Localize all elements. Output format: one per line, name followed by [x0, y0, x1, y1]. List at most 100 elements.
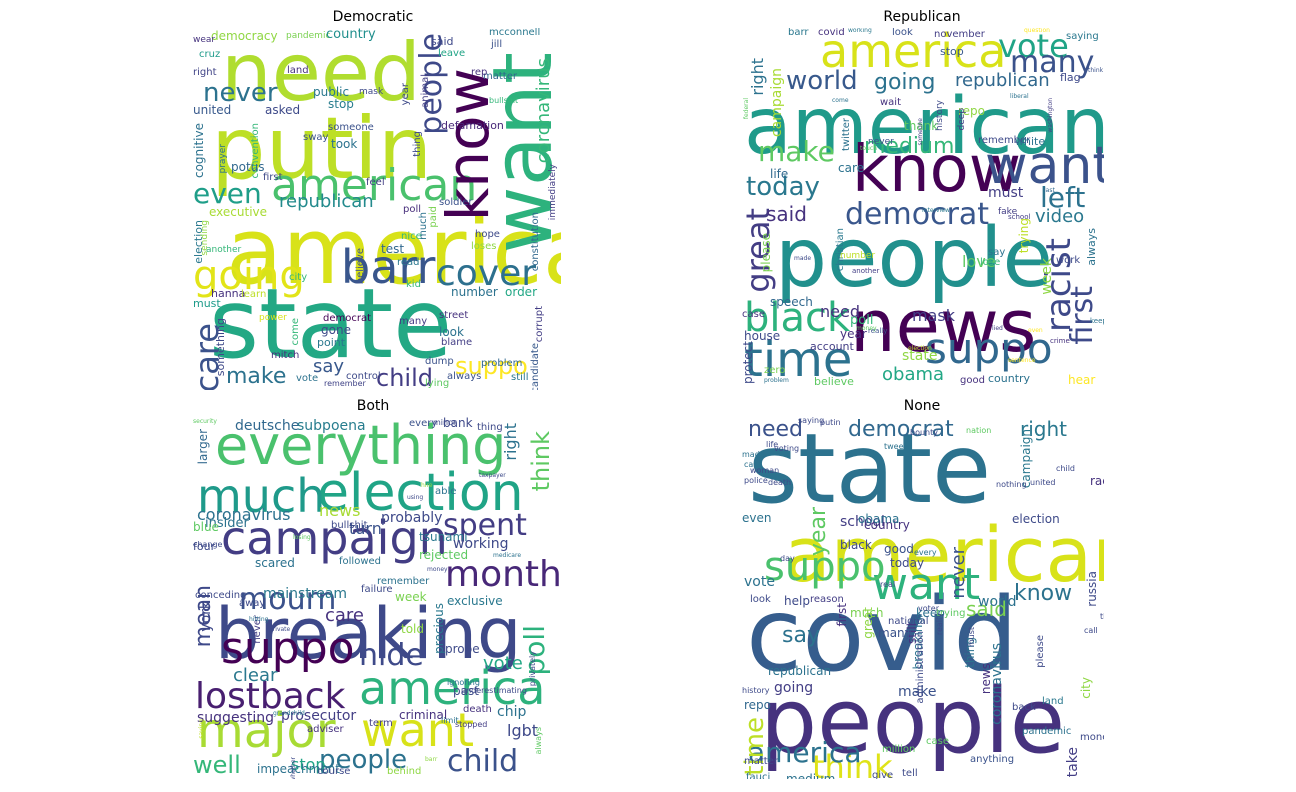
cloud-word: exclusive — [447, 594, 503, 608]
cloud-word: believe — [814, 375, 854, 388]
cloud-word: death — [768, 478, 792, 487]
cloud-word: care — [325, 605, 365, 626]
cloud-word: reason — [810, 594, 844, 605]
cloud-word: never — [868, 137, 894, 147]
cloud-word: working — [453, 536, 509, 552]
cloud-word: four — [193, 540, 216, 553]
cloud-word: suppo — [221, 623, 355, 674]
cloud-word: sway — [303, 132, 329, 143]
cloud-word: spent — [443, 508, 527, 543]
cloud-word: left — [1040, 181, 1086, 214]
cloud-word: always — [534, 727, 543, 755]
cloud-word: coronavirus — [533, 58, 554, 164]
cloud-word: going — [774, 680, 814, 696]
cloud-word: know — [852, 133, 1022, 207]
cloud-word: country — [988, 372, 1031, 385]
cloud-word: saying — [798, 417, 825, 425]
cloud-word: russia — [1085, 571, 1099, 607]
cloud-word: anything — [970, 754, 1015, 765]
cloud-word: every thing — [215, 417, 507, 477]
cloud-word: think — [1088, 67, 1104, 74]
cloud-word: going — [874, 70, 936, 95]
cloud-word: whether — [290, 757, 297, 779]
cloud-word: putin — [820, 418, 841, 427]
cloud-word: woman — [750, 466, 780, 475]
cloud-word: many — [399, 316, 428, 327]
cloud-word: call — [1084, 626, 1098, 635]
cloud-word: sentence — [1008, 357, 1036, 364]
cloud-word: school — [840, 514, 885, 530]
cloud-word: larger — [196, 429, 210, 465]
cloud-word: money — [1080, 732, 1104, 743]
cloud-word: people — [760, 669, 1066, 774]
cloud-word: said — [766, 202, 807, 226]
cloud-word: want — [872, 559, 981, 610]
cloud-word: election — [317, 463, 524, 523]
cloud-word: last — [1044, 187, 1055, 194]
cloud-word: medium — [786, 772, 836, 779]
cloud-word: american — [271, 160, 478, 211]
cloud-word: using — [407, 494, 424, 501]
cloud-word: chip — [497, 704, 527, 720]
cloud-word: keep — [916, 606, 945, 620]
cloud-word: white — [1015, 135, 1046, 148]
cloud-word: city — [289, 272, 308, 283]
cloud-word: fake — [998, 207, 1018, 217]
cloud-word: thing — [412, 131, 423, 157]
cloud-word: power — [259, 313, 287, 323]
cloud-word: breaking — [215, 593, 522, 675]
cloud-word: american — [744, 82, 1104, 172]
cloud-word: year — [806, 507, 831, 557]
cloud-word: united — [1030, 478, 1056, 487]
cloud-word: vote — [998, 28, 1069, 65]
cloud-word: case — [926, 736, 949, 747]
cloud-word: history — [935, 100, 945, 131]
cloud-word: every — [914, 548, 937, 557]
cloud-word: taxpayer — [479, 472, 506, 479]
cloud-word: jill — [491, 39, 503, 50]
cloud-word: immediately — [548, 164, 558, 221]
cloud-word: obama — [882, 364, 945, 385]
cloud-word: subpoena — [297, 418, 366, 434]
cloud-word: corrupt — [534, 306, 545, 343]
cloud-word: say — [782, 623, 820, 648]
cloud-word: remember — [324, 379, 366, 388]
cloud-word: know — [1014, 581, 1073, 606]
cloud-word: criminal — [399, 708, 448, 722]
cloud-word: campaign — [769, 68, 785, 138]
cloud-word: death — [463, 704, 492, 715]
cloud-word: city — [1079, 677, 1093, 699]
cloud-word: matter — [744, 756, 778, 767]
cloud-word: wait — [880, 97, 902, 108]
cloud-word: crime — [1050, 337, 1070, 345]
cloud-word: pandemic — [1022, 726, 1072, 737]
cloud-word: national — [888, 616, 929, 627]
cloud-word: good — [884, 542, 914, 556]
cloud-word: pandemic — [286, 31, 331, 41]
cloud-word: right — [501, 423, 520, 461]
cloud-word: great — [861, 607, 875, 639]
cloud-word: really — [868, 327, 888, 335]
cloud-word: something — [214, 318, 227, 377]
cloud-word: matter — [483, 71, 517, 82]
cloud-word: christian — [835, 228, 846, 272]
cloud-word: much — [850, 606, 884, 620]
cloud-word: country — [326, 28, 376, 42]
cloud-word: many — [878, 626, 912, 640]
cloud-word: first — [1065, 286, 1100, 345]
word-cloud-republican: american people news know america want democra… — [740, 28, 1104, 390]
cloud-word: failure — [361, 584, 393, 595]
cloud-word: america — [359, 661, 546, 715]
cloud-word: ignoring — [447, 678, 480, 687]
cloud-word: video — [1035, 206, 1085, 227]
cloud-word: gone — [321, 323, 351, 337]
cloud-word: state — [902, 348, 938, 364]
cloud-word: life — [770, 167, 789, 181]
cloud-word: democrat — [323, 313, 372, 324]
cloud-word: vote — [483, 653, 523, 674]
cloud-word: people — [775, 211, 1053, 306]
cloud-word: news — [319, 501, 361, 520]
cloud-word: working — [848, 28, 872, 34]
cloud-word: people — [319, 745, 408, 775]
cloud-word: must — [988, 185, 1024, 201]
